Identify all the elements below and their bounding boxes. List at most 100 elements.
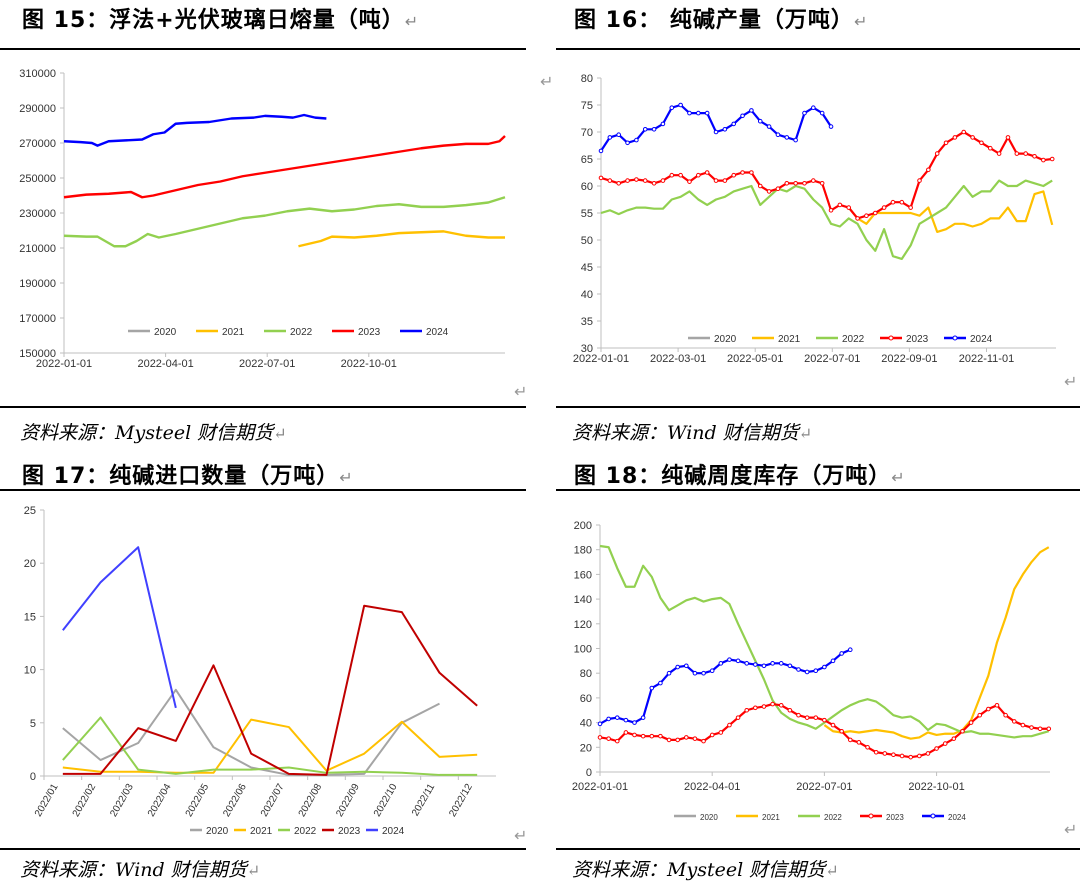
data-point: [614, 715, 620, 720]
data-point: [625, 140, 630, 146]
data-point: [678, 172, 683, 178]
x-tick-label: 2022-11-01: [959, 353, 1014, 365]
data-point: [811, 178, 816, 183]
x-tick-label: 2022-04-01: [684, 781, 740, 793]
y-tick-label: 230000: [19, 208, 56, 220]
data-point: [986, 706, 991, 712]
data-point: [744, 707, 750, 713]
data-point: [666, 670, 672, 676]
data-point: [787, 663, 793, 669]
y-tick-label: 250000: [19, 173, 56, 185]
data-point: [802, 110, 807, 116]
y-tick-label: 5: [30, 718, 36, 730]
data-point: [828, 124, 834, 129]
data-point: [597, 735, 603, 740]
data-point: [961, 129, 967, 135]
data-point: [722, 127, 728, 132]
data-point: [651, 181, 657, 186]
return-glyph-icon: ↵: [514, 826, 528, 845]
data-point: [796, 667, 801, 672]
figure-16-bottom-rule: [556, 406, 1080, 408]
x-tick-label: 2022/03: [108, 782, 136, 819]
data-point: [701, 738, 706, 744]
legend: 2020 2021 2022 2023 2024: [190, 826, 405, 837]
y-tick-label: 65: [581, 154, 593, 166]
data-point: [623, 717, 629, 723]
data-point: [684, 735, 689, 740]
series-line-2020: [62, 688, 440, 776]
data-point: [822, 664, 827, 670]
data-point: [749, 170, 754, 175]
data-point: [979, 140, 984, 146]
y-tick-label: 35: [581, 316, 593, 328]
figure-15-top-rule: [0, 48, 526, 50]
y-tick-label: 45: [581, 262, 593, 274]
data-point: [701, 670, 706, 676]
data-point: [632, 720, 637, 725]
x-tick-label: 2022-03-01: [650, 353, 706, 365]
data-point: [1037, 726, 1043, 732]
series-2024: [597, 647, 853, 727]
y-tick-label: 20: [24, 558, 36, 570]
x-tick-label: 2022/06: [221, 782, 249, 819]
data-point: [709, 668, 715, 674]
series-2023: [63, 135, 506, 199]
data-point: [692, 736, 698, 741]
series-2022: [600, 179, 1053, 260]
legend-label: 2020: [700, 813, 718, 822]
return-glyph-icon: ↵: [798, 424, 813, 443]
data-point: [968, 720, 974, 725]
data-point: [678, 102, 683, 108]
figure-15-title: 图 15：浮法+光伏玻璃日熔量（吨）↵: [22, 8, 420, 33]
data-point: [899, 753, 905, 759]
data-point: [1046, 726, 1052, 732]
data-point: [881, 205, 887, 210]
x-tick-label: 2022/10: [372, 782, 400, 819]
data-point: [925, 751, 931, 756]
data-point: [606, 716, 611, 722]
data-point: [660, 121, 666, 127]
legend-label: 2024: [382, 826, 405, 837]
data-point: [766, 189, 772, 194]
data-point: [926, 167, 931, 173]
series-2021: [298, 230, 505, 248]
data-point: [704, 110, 710, 116]
figure-15-source: 资料来源：Mysteel 财信期货↵: [20, 422, 287, 444]
legend-label: 2020: [206, 826, 229, 837]
y-tick-label: 120: [574, 619, 592, 631]
data-point: [819, 181, 825, 186]
x-tick-label: 2022-07-01: [804, 353, 860, 365]
data-point: [802, 181, 807, 186]
data-point: [1029, 725, 1034, 730]
x-tick-label: 2022/07: [259, 782, 287, 819]
data-point: [757, 183, 763, 189]
x-tick-label: 2022-10-01: [341, 358, 397, 370]
series-line-2021: [823, 546, 1050, 740]
data-point: [865, 745, 870, 750]
data-point: [687, 179, 692, 184]
figure-17-title: 图 17：纯碱进口数量（万吨）↵: [22, 464, 354, 489]
data-point: [775, 186, 781, 191]
legend-label: 2024: [426, 327, 449, 338]
data-point: [1041, 157, 1046, 163]
data-point: [658, 680, 663, 686]
data-point: [775, 132, 781, 137]
x-tick-label: 2022/11: [410, 782, 437, 819]
return-glyph-icon: ↵: [246, 861, 261, 880]
data-point: [891, 752, 896, 758]
data-point: [787, 707, 793, 713]
data-point: [934, 151, 940, 156]
series-2023: [598, 129, 1055, 221]
data-point: [917, 178, 922, 183]
series-line-2023: [600, 130, 1053, 220]
legend-label: 2021: [222, 327, 245, 338]
data-point: [660, 178, 666, 183]
data-point: [899, 199, 905, 205]
data-point: [614, 738, 620, 744]
axes: 310000 290000 270000 250000 230000 210000 1900…: [19, 68, 505, 370]
data-point: [1020, 722, 1026, 728]
x-tick-label: 2022/12: [447, 782, 475, 819]
return-glyph-icon: ↵: [339, 468, 354, 487]
x-tick-label: 2022-01-01: [573, 353, 629, 365]
